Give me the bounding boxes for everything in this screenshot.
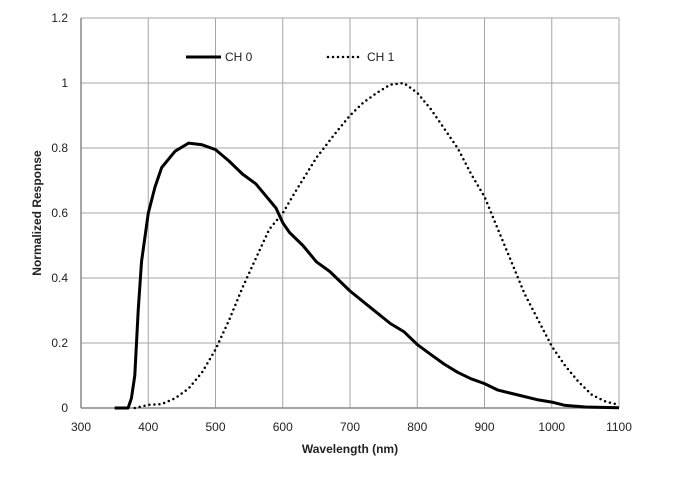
legend-label: CH 0 [225,50,253,64]
x-tick-label: 1100 [606,420,632,434]
y-tick-label: 0.4 [51,271,68,285]
grid [80,17,620,409]
x-tick-label: 800 [407,420,427,434]
y-tick-label: 0 [61,401,68,415]
legend: CH 0 CH 1 [186,50,395,64]
x-tick-label: 900 [474,420,494,434]
y-axis-label: Normalized Response [30,150,44,276]
x-tick-label: 700 [340,420,360,434]
legend-label: CH 1 [367,50,395,64]
y-tick-label: 0.2 [51,336,68,350]
y-tick-label: 0.6 [51,206,68,220]
x-axis-label: Wavelength (nm) [302,442,398,456]
x-tick-label: 300 [71,420,91,434]
series-line-ch-0 [114,141,620,410]
x-tick-label: 400 [138,420,158,434]
tick-labels: 300 400 500 600 700 800 900 1000 1100 0 0.2 0.4 0.6 0… [51,11,632,434]
y-tick-label: 1 [61,76,68,90]
y-tick-label: 0.8 [51,141,68,155]
series-line-ch-1 [133,81,621,410]
x-tick-label: 600 [273,420,293,434]
x-tick-label: 500 [205,420,225,434]
series-lines [114,81,621,410]
y-tick-label: 1.2 [51,11,68,25]
x-tick-label: 1000 [538,420,565,434]
